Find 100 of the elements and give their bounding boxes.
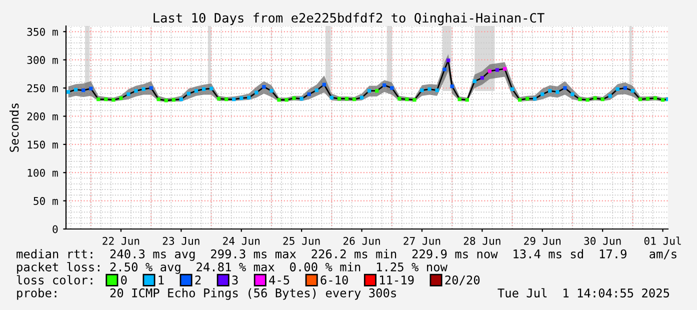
text: probe: 20 ICMP Echo Pings (56 Bytes) every 300s (17, 288, 396, 300)
point (398, 96, 402, 101)
point (216, 96, 221, 101)
point (360, 96, 364, 100)
y-tick-label: 250 m (27, 84, 58, 92)
x-tick-label: 30 Jun (584, 236, 621, 245)
point (344, 96, 349, 101)
point (480, 76, 484, 80)
point (593, 96, 597, 100)
x-tick-label: 01 Jul (644, 236, 681, 245)
y-tick-label: 0 (52, 225, 58, 234)
point (292, 96, 296, 100)
point (209, 86, 214, 90)
x-tick-label: 23 Jun (162, 236, 200, 245)
point (616, 87, 620, 91)
point (156, 97, 160, 102)
point (420, 88, 424, 92)
x-tick-label: 25 Jun (283, 236, 320, 245)
point (533, 96, 537, 101)
y-tick-label: 200 m (27, 112, 58, 120)
point (518, 98, 522, 102)
point (578, 97, 582, 102)
point (112, 98, 116, 102)
y-tick-label: 350 m (27, 28, 58, 36)
legend-label: 2 (195, 275, 201, 284)
point (337, 96, 342, 101)
point (465, 98, 469, 102)
point (442, 68, 446, 72)
y-tick-label: 50 m (34, 197, 58, 205)
point (510, 87, 514, 91)
point (623, 86, 627, 90)
y-tick-label: 300 m (27, 56, 58, 64)
point (66, 90, 70, 94)
text: median rtt: 240.3 ms avg 299.3 ms max 226.2 ms min 229.9 ms now 13.4 ms sd 17.9 am/s (16, 249, 676, 261)
point (82, 88, 86, 92)
legend-title: loss color: (16, 275, 92, 284)
point (653, 96, 658, 100)
text: Tue Jul 1 14:04:55 2025 (498, 288, 670, 298)
legend-label: 0 (121, 275, 127, 284)
point (540, 92, 544, 96)
y-tick-label: 100 m (28, 168, 58, 177)
x-tick-label: 27 Jun (404, 236, 440, 245)
point (525, 96, 530, 101)
legend-label: 4-5 (269, 276, 290, 284)
point (314, 88, 318, 92)
point (119, 96, 123, 100)
point (270, 89, 274, 93)
text: packet loss: 2.50 % avg 24.81 % max 0.00 % min 1.25 % now (17, 262, 448, 274)
legend-label: 11-19 (380, 275, 414, 284)
point (352, 97, 356, 102)
point (608, 94, 612, 98)
point (186, 92, 191, 96)
point (74, 88, 78, 92)
point (172, 98, 176, 102)
point (224, 97, 228, 102)
point (600, 97, 604, 102)
point (450, 84, 454, 88)
point (134, 89, 138, 93)
point (412, 98, 416, 102)
x-tick-label: 26 Jun (343, 236, 380, 245)
point (405, 97, 409, 102)
legend-label: 6-10 (320, 275, 348, 284)
point (563, 86, 567, 90)
point (202, 87, 206, 91)
chart-title: Last 10 Days from e2e225bdfdf2 to Qinghai-Hainan-CT (154, 12, 544, 26)
y-tick-label: 150 m (28, 140, 58, 149)
point (548, 89, 552, 93)
x-tick-label: 24 Jun (223, 236, 260, 245)
point (495, 68, 500, 72)
point (232, 97, 236, 102)
point (254, 90, 258, 94)
point (194, 89, 198, 93)
legend-label: 3 (232, 275, 238, 284)
x-tick-label: 29 Jun (524, 236, 560, 245)
x-tick-label: 28 Jun (464, 236, 500, 245)
point (435, 88, 439, 92)
point (247, 96, 251, 100)
point (330, 96, 334, 100)
point (367, 89, 372, 93)
point (126, 92, 130, 96)
x-tick-label: 22 Jun (102, 236, 140, 245)
point (142, 87, 146, 91)
point (262, 85, 266, 89)
point (630, 89, 635, 93)
point (300, 96, 304, 101)
point (556, 90, 560, 94)
point (446, 58, 450, 62)
point (472, 79, 476, 84)
point (240, 96, 244, 100)
point (660, 98, 665, 102)
point (277, 98, 281, 102)
point (586, 98, 590, 102)
point (164, 98, 168, 102)
legend-label: 20/20 (445, 275, 480, 286)
point (307, 92, 311, 96)
point (502, 67, 507, 71)
point (638, 97, 642, 102)
point (284, 98, 288, 102)
point (96, 97, 100, 102)
point (646, 96, 650, 101)
